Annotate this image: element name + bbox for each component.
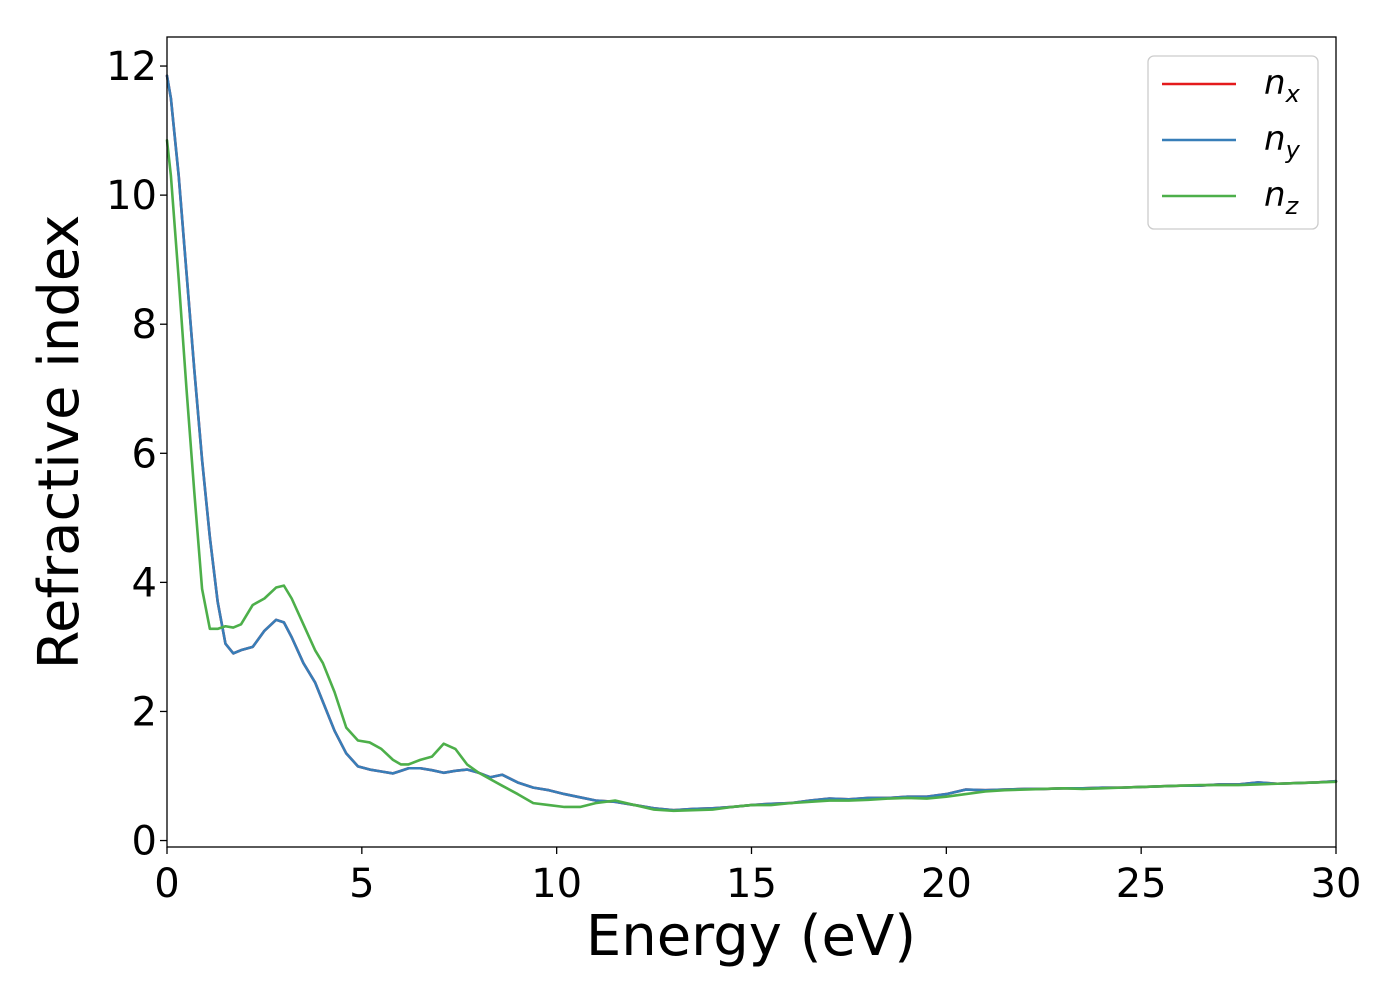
x-axis-ticks: 0 5 10 15 20 25 30	[154, 847, 1361, 907]
legend-box	[1147, 55, 1319, 230]
y-tick-label: 10	[106, 173, 157, 219]
series-layer	[165, 74, 1338, 813]
y-tick-label: 12	[106, 44, 157, 90]
x-tick-label: 0	[154, 861, 179, 907]
x-tick-label: 20	[921, 861, 972, 907]
y-tick-label: 6	[132, 431, 157, 477]
y-tick-label: 4	[132, 560, 157, 606]
legend-label-subscript: x	[1285, 80, 1301, 108]
x-tick-label: 30	[1311, 861, 1362, 907]
x-tick-label: 5	[349, 861, 374, 907]
legend-label-nx: nx	[1264, 63, 1301, 108]
y-tick-label: 0	[132, 819, 157, 865]
y-tick-label: 2	[132, 689, 157, 735]
legend-label-subscript: z	[1285, 192, 1300, 220]
y-axis-ticks: 0 2 4 6 8 10 12	[106, 44, 167, 865]
x-tick-label: 10	[531, 861, 582, 907]
legend-label-ny: ny	[1264, 119, 1301, 164]
legend-label-subscript: y	[1285, 136, 1301, 164]
x-tick-label: 15	[726, 861, 777, 907]
legend-label-nz: nz	[1264, 175, 1300, 220]
y-tick-label: 8	[132, 302, 157, 348]
legend-label-base: n	[1264, 119, 1286, 159]
y-axis-label: Refractive index	[27, 215, 92, 670]
x-tick-label: 25	[1116, 861, 1167, 907]
legend-label-base: n	[1264, 175, 1286, 215]
series-line-nz	[165, 138, 1338, 813]
legend-label-base: n	[1264, 63, 1286, 103]
x-axis-label: Energy (eV)	[586, 904, 916, 969]
